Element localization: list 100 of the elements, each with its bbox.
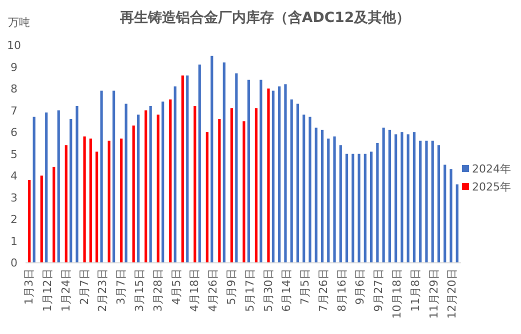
- x-tick-label: 9月27日: [372, 268, 386, 312]
- y-tick-label: 0: [10, 256, 18, 270]
- bar: [206, 132, 208, 263]
- bar: [57, 110, 60, 263]
- x-tick-label: 1月12日: [41, 268, 54, 312]
- bar: [235, 73, 238, 263]
- bar: [431, 140, 434, 263]
- bar: [345, 154, 348, 263]
- bar: [89, 138, 92, 263]
- x-tick-label: 9月6日: [354, 268, 367, 305]
- bar: [364, 154, 366, 263]
- bar: [186, 75, 189, 263]
- bar: [174, 86, 176, 263]
- legend-label: 2024年: [472, 162, 511, 176]
- y-tick-label: 10: [7, 39, 21, 52]
- x-tick-label: 5月30日: [262, 268, 275, 312]
- bar: [267, 88, 270, 263]
- y-tick-label: 6: [10, 126, 18, 140]
- bar: [388, 130, 391, 263]
- x-tick-label: 5月17日: [243, 268, 256, 312]
- bar: [456, 184, 458, 263]
- bar: [272, 90, 275, 263]
- bar: [112, 90, 116, 263]
- y-axis-title: 万吨: [8, 16, 30, 29]
- bar: [412, 132, 416, 263]
- y-tick-label: 2: [10, 213, 18, 226]
- bar: [352, 154, 354, 263]
- bar: [222, 62, 226, 263]
- x-tick-label: 3月7日: [114, 268, 128, 305]
- bar: [247, 80, 250, 263]
- x-tick-label: 2月7日: [78, 268, 91, 305]
- bar: [400, 132, 404, 263]
- bar: [254, 108, 258, 263]
- x-tick-label: 3月15日: [133, 268, 146, 312]
- bar: [260, 80, 262, 263]
- bar: [181, 75, 184, 263]
- x-tick-label: 1月3日: [22, 268, 36, 305]
- bar: [162, 102, 164, 263]
- legend-label: 2025年: [472, 180, 511, 194]
- bar: [218, 119, 221, 263]
- bar: [394, 134, 398, 263]
- x-tick-label: 11月8日: [408, 268, 422, 312]
- y-tick-label: 7: [10, 104, 18, 118]
- bar: [40, 176, 43, 263]
- bar: [320, 130, 324, 263]
- bar: [450, 169, 452, 263]
- bar: [83, 136, 86, 263]
- bar: [156, 114, 160, 263]
- x-tick-label: 11月29日: [427, 268, 440, 319]
- x-tick-label: 4月26日: [206, 268, 220, 312]
- bar: [144, 110, 148, 263]
- x-tick-label: 6月14日: [280, 268, 294, 312]
- x-tick-label: 7月5日: [298, 268, 312, 305]
- y-tick-label: 1: [10, 234, 18, 248]
- bar: [333, 136, 336, 263]
- bar: [284, 84, 287, 263]
- x-tick-label: 4月5日: [170, 268, 183, 305]
- bar: [290, 99, 293, 263]
- bar: [444, 164, 446, 263]
- bar: [278, 86, 281, 263]
- bar: [120, 138, 123, 263]
- bar: [96, 152, 98, 263]
- bar: [370, 152, 373, 263]
- bar: [52, 166, 56, 263]
- bar: [76, 106, 78, 263]
- y-tick-label: 5: [10, 148, 18, 161]
- bar: [169, 99, 172, 263]
- bar: [28, 180, 31, 263]
- x-tick-label: 5月9日: [224, 268, 238, 305]
- x-tick-label: 2月23日: [96, 268, 110, 312]
- bar: [382, 128, 385, 263]
- x-tick-label: 4月18日: [188, 268, 202, 312]
- x-tick-label: 8月16日: [335, 268, 348, 312]
- bar: [194, 106, 196, 263]
- bar: [45, 112, 48, 263]
- y-tick-label: 9: [10, 60, 18, 74]
- bar: [314, 128, 318, 263]
- bar: [339, 145, 342, 263]
- bar: [242, 121, 246, 263]
- y-tick-label: 4: [10, 170, 18, 183]
- bar: [149, 106, 152, 263]
- bar: [308, 116, 312, 263]
- x-tick-label: 10月18日: [390, 268, 404, 319]
- y-tick-label: 3: [10, 191, 18, 204]
- bar: [230, 108, 233, 263]
- bar: [32, 116, 36, 263]
- x-tick-label: 12月20日: [446, 268, 459, 319]
- bar: [124, 104, 128, 263]
- bar: [425, 140, 428, 263]
- bar: [302, 114, 306, 263]
- bar: [406, 134, 410, 263]
- bar: [358, 154, 360, 263]
- bar: [296, 104, 300, 263]
- bar: [437, 145, 440, 263]
- bar: [198, 64, 201, 263]
- bar: [108, 140, 110, 263]
- bar: [137, 114, 140, 263]
- bar: [419, 140, 422, 263]
- bar: [210, 56, 214, 263]
- bar: [70, 119, 72, 263]
